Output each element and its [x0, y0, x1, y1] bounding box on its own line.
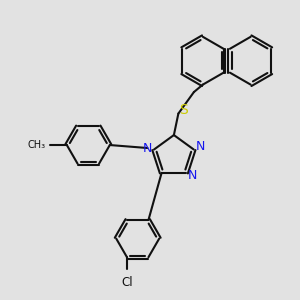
Text: N: N — [143, 142, 152, 154]
Text: N: N — [188, 169, 197, 182]
Text: Cl: Cl — [121, 276, 133, 289]
Text: CH₃: CH₃ — [28, 140, 46, 150]
Text: S: S — [179, 103, 188, 117]
Text: N: N — [196, 140, 205, 153]
